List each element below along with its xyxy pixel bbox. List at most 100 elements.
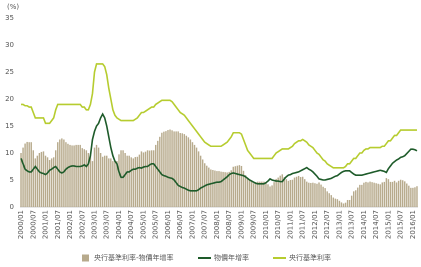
bar bbox=[206, 165, 208, 207]
x-tick-label: 2014/01 bbox=[360, 210, 368, 239]
bar bbox=[85, 150, 88, 207]
legend-label: 央行基準利率-物價年增率 bbox=[94, 253, 174, 262]
bar bbox=[385, 178, 388, 207]
bar bbox=[83, 149, 86, 207]
y-tick-label: 10 bbox=[5, 149, 14, 157]
bar bbox=[97, 147, 100, 207]
bar bbox=[261, 181, 263, 207]
bar bbox=[244, 175, 247, 207]
legend-label: 央行基準利率 bbox=[289, 253, 331, 262]
bar bbox=[234, 166, 237, 207]
bar bbox=[410, 187, 412, 207]
bar bbox=[314, 183, 316, 207]
y-tick-label: 15 bbox=[5, 122, 14, 130]
bar bbox=[148, 150, 151, 207]
bar bbox=[301, 176, 304, 207]
bar bbox=[175, 131, 177, 207]
y-tick-label: 5 bbox=[10, 176, 14, 184]
bar bbox=[185, 135, 188, 207]
bar bbox=[391, 181, 394, 207]
bar bbox=[155, 144, 157, 207]
bar bbox=[263, 181, 265, 207]
bar bbox=[157, 140, 159, 207]
bar bbox=[395, 182, 398, 207]
bar bbox=[150, 150, 153, 207]
x-tick-label: 2002/01 bbox=[66, 210, 74, 239]
bar bbox=[26, 141, 28, 207]
bar bbox=[252, 183, 255, 207]
bar bbox=[50, 158, 53, 207]
bar bbox=[28, 142, 30, 207]
x-tick-label: 2005/01 bbox=[139, 210, 147, 239]
bar bbox=[118, 154, 120, 207]
bar bbox=[326, 191, 328, 207]
bar bbox=[404, 181, 406, 207]
bar bbox=[371, 182, 373, 207]
bar bbox=[34, 158, 37, 207]
bar bbox=[369, 181, 371, 207]
y-tick-label: 0 bbox=[10, 203, 14, 211]
bar bbox=[401, 180, 404, 207]
bar bbox=[232, 166, 235, 207]
bar bbox=[77, 144, 79, 207]
bar bbox=[99, 153, 102, 207]
bar bbox=[110, 158, 112, 207]
bar bbox=[330, 195, 332, 207]
bar bbox=[103, 155, 106, 207]
x-tick-label: 2004/01 bbox=[115, 210, 123, 239]
bar bbox=[332, 197, 335, 207]
bar bbox=[214, 170, 216, 207]
bar bbox=[20, 153, 22, 207]
x-tick-label: 2001/07 bbox=[54, 210, 62, 239]
x-tick-label: 2015/07 bbox=[397, 210, 405, 239]
bar bbox=[306, 181, 308, 207]
bar bbox=[361, 184, 363, 207]
bar bbox=[193, 144, 196, 207]
bar bbox=[399, 179, 402, 207]
x-tick-label: 2012/01 bbox=[311, 210, 319, 239]
bar bbox=[257, 181, 259, 207]
bar bbox=[120, 150, 122, 207]
bar bbox=[144, 151, 147, 207]
bar bbox=[81, 148, 83, 207]
bar bbox=[242, 170, 245, 207]
bar bbox=[163, 131, 165, 207]
bar bbox=[246, 178, 249, 207]
bar bbox=[279, 175, 281, 207]
y-axis-unit: (%) bbox=[7, 3, 19, 11]
line bbox=[21, 63, 417, 169]
bar bbox=[322, 186, 324, 207]
bar bbox=[152, 150, 155, 207]
x-tick-label: 2014/07 bbox=[372, 210, 380, 239]
y-tick-label: 25 bbox=[5, 68, 14, 76]
bar bbox=[293, 177, 296, 207]
bar bbox=[191, 142, 194, 207]
bar bbox=[132, 158, 134, 207]
bar bbox=[165, 131, 167, 207]
bar bbox=[42, 151, 45, 207]
bar bbox=[212, 170, 214, 207]
bar bbox=[189, 139, 192, 207]
bar bbox=[250, 181, 253, 207]
bar bbox=[350, 195, 353, 207]
bar bbox=[406, 183, 408, 207]
bar bbox=[273, 182, 275, 207]
bar bbox=[377, 183, 379, 207]
bar bbox=[142, 152, 145, 207]
bar bbox=[355, 190, 357, 207]
bar bbox=[87, 153, 90, 207]
bar bbox=[336, 199, 339, 207]
bar bbox=[67, 143, 69, 207]
bar bbox=[95, 144, 98, 207]
x-tick-label: 2009/01 bbox=[237, 210, 245, 239]
bar bbox=[383, 181, 386, 207]
bar bbox=[226, 172, 228, 207]
bar bbox=[230, 170, 232, 207]
bar bbox=[73, 145, 75, 207]
bar bbox=[320, 184, 322, 207]
bar bbox=[338, 200, 341, 207]
bar bbox=[130, 157, 132, 207]
bar bbox=[222, 171, 224, 207]
bar bbox=[352, 191, 355, 207]
x-tick-label: 2003/07 bbox=[103, 210, 111, 239]
